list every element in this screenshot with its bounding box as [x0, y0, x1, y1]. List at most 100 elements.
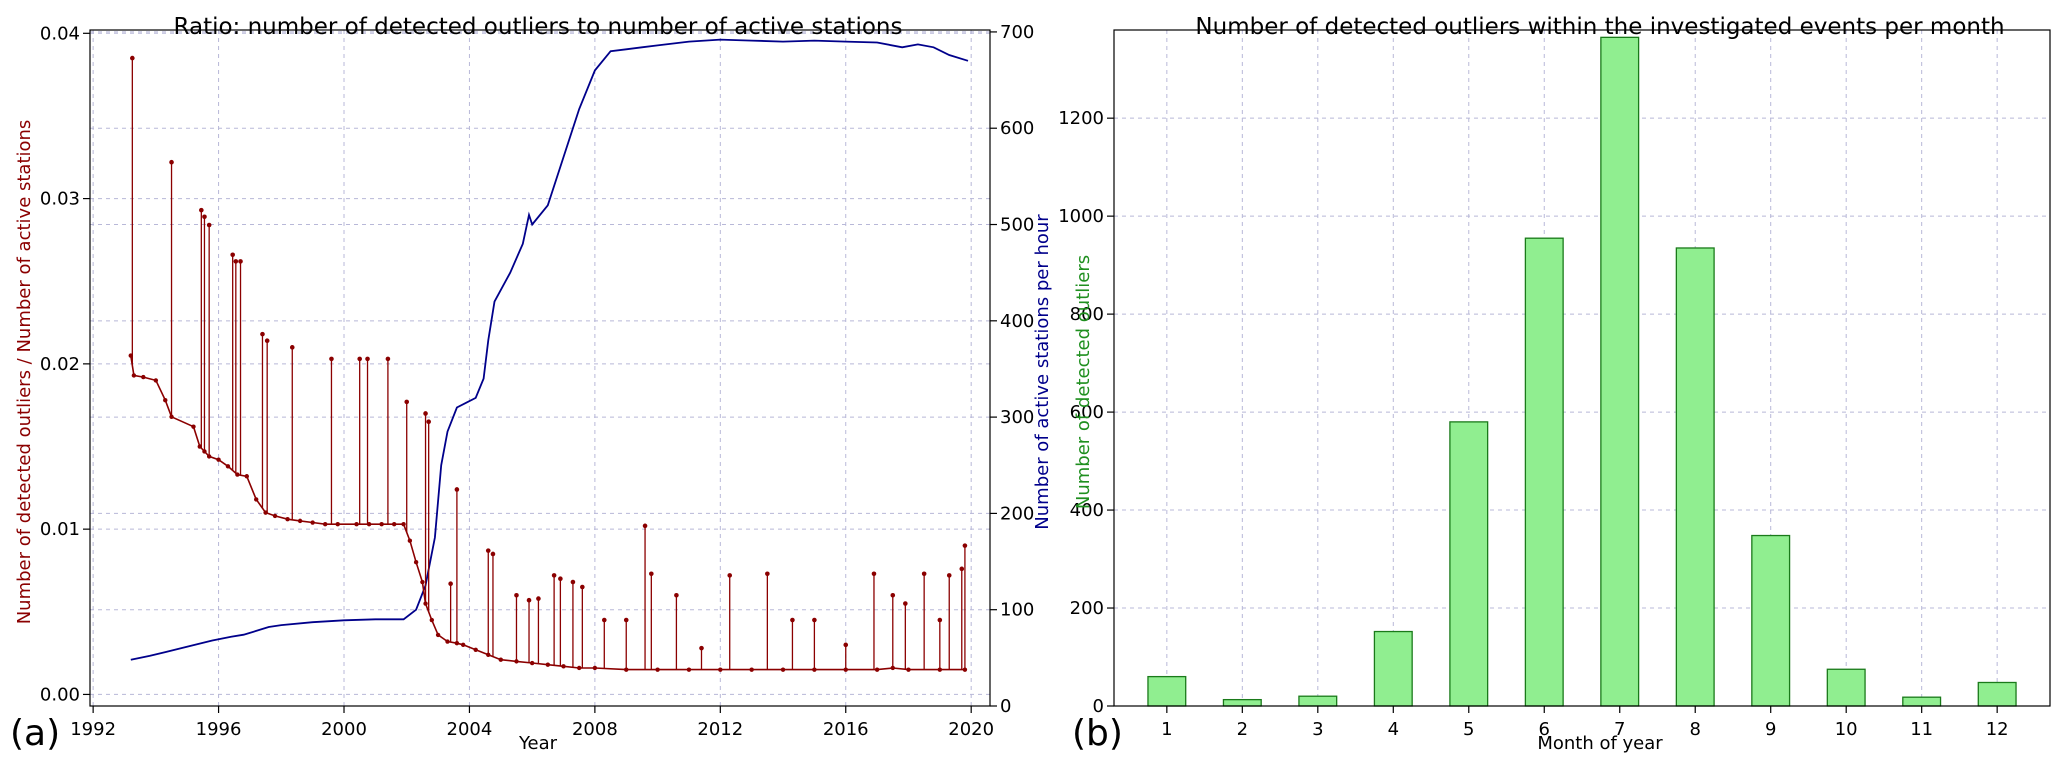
panel-b-plot-frame	[1113, 29, 2051, 707]
panel-b-bar	[1826, 668, 1866, 707]
panel-a-y2-tick-label: 500	[1000, 215, 1034, 236]
panel-b-x-tick-label: 2	[1237, 719, 1248, 740]
panel-a-ratio-point	[686, 667, 692, 672]
panel-a-ratio-spike-point	[551, 573, 557, 578]
panel-a-ratio-point	[445, 639, 450, 644]
panel-a-x-tick-label: 2016	[823, 719, 869, 740]
panel-a-x-tick-label: 1992	[70, 719, 116, 740]
panel-a-ratio-spike-point	[843, 642, 849, 648]
panel-a-ratio-point	[545, 662, 551, 667]
panel-a-ratio-point	[244, 474, 249, 479]
panel-a-right-y-axis-label: Number of active stations per hour	[1032, 214, 1053, 530]
panel-b-x-axis-label: Month of year	[1537, 733, 1663, 754]
panel-a-ratio-spike-point	[674, 592, 679, 598]
panel-a-grid	[90, 30, 990, 707]
panel-a-ratio-point	[191, 424, 196, 429]
panel-a-ratio-spike-point	[937, 617, 943, 623]
panel-a-ratio-point	[163, 398, 168, 403]
panel-a-title: Ratio: number of detected outliers to nu…	[174, 14, 903, 40]
panel-b-y-tick-label: 1000	[1058, 206, 1104, 227]
panel-a-ratio-point	[285, 517, 290, 522]
panel-a-ratio-spike-point	[812, 617, 817, 623]
panel-b-x-tick-label: 12	[1986, 719, 2009, 740]
panel-a-series	[128, 38, 969, 672]
panel-a-ratio-point	[153, 378, 159, 383]
panel-a-ratio-spike-point	[404, 399, 410, 405]
panel-a-x-tick-label: 2008	[572, 719, 618, 740]
panel-a-y2-tick-label: 400	[1000, 311, 1034, 332]
panel-b-bar	[1222, 698, 1262, 707]
panel-a-x-tick-label: 2004	[447, 719, 493, 740]
panel-a-ratio-spike-point	[485, 548, 491, 553]
panel-a-plot-frame	[89, 29, 991, 707]
panel-b-bar	[1147, 675, 1187, 707]
panel-a-y-tick-label: 0.01	[40, 519, 80, 540]
panel-a-ratio-line	[130, 355, 965, 671]
panel-a-stations-line	[130, 38, 969, 661]
panel-a-ratio-spike-point	[921, 571, 927, 577]
panel-a-ratio-spike-point	[871, 571, 877, 577]
panel-a-ratio-point	[420, 579, 425, 585]
panel-a-ratio-point	[335, 521, 340, 527]
panel-a-ratio-point	[310, 520, 315, 525]
panel-a-ratio-spike-point	[454, 487, 460, 492]
panel-a-ratio-point	[749, 667, 754, 672]
panel-a-ratio-spike-point	[962, 543, 968, 548]
panel-b-bars	[1147, 36, 2017, 707]
panel-b-x-tick-label: 6	[1539, 719, 1550, 740]
panel-a-ratio-point	[429, 617, 435, 623]
panel-a-ratio-point	[297, 518, 303, 524]
panel-b-y-tick-label: 0	[1093, 696, 1104, 717]
panel-b-x-tick-label: 7	[1614, 719, 1625, 740]
panel-a-ratio-spike-point	[423, 411, 428, 416]
panel-a-ratio-spike-point	[426, 419, 431, 425]
panel-a-ratio-spike-point	[890, 592, 896, 598]
panel-a-ratio-spike-point	[199, 207, 204, 213]
panel-a-ratio-spike-point	[526, 597, 532, 603]
panel-a-ratio-spike-point	[765, 571, 770, 577]
panel-b-x-tick-label: 9	[1765, 719, 1776, 740]
panel-a-y2-tick-label: 300	[1000, 407, 1034, 428]
panel-a-ratio-point	[780, 667, 786, 672]
panel-a-ratio-spike-point	[329, 356, 334, 362]
panel-a-ratio-spike-point	[169, 159, 174, 165]
panel-a-ratio-spike-point	[946, 573, 952, 578]
panel-b-bar	[1977, 681, 2017, 707]
panel-a-ratio-spike-point	[490, 551, 496, 557]
panel-a-ratio-point	[413, 560, 419, 565]
panel-a-ratio-point	[874, 667, 880, 672]
panel-b-x-tick-label: 3	[1312, 719, 1323, 740]
panel-b-x-tick-label: 10	[1835, 719, 1858, 740]
panel-a-ratio-spike-point	[959, 566, 965, 572]
panel-a-ratio-spike-point	[264, 338, 270, 344]
panel-b-title: Number of detected outliers within the i…	[1195, 14, 2004, 40]
panel-b-bar	[1298, 695, 1338, 707]
panel-a-ratio-point	[473, 647, 478, 653]
panel-b-y-tick-label: 400	[1070, 500, 1104, 521]
panel-a-ratio-spike-point	[260, 331, 265, 337]
panel-a-ratio-point	[354, 521, 359, 527]
panel-a-ratio-spike-point	[649, 571, 654, 577]
panel-a-ratio-point	[718, 667, 723, 672]
panel-a-ratio-point	[322, 521, 328, 527]
panel-a-ticks: 1992 1996 2000 2004 2008 2012 2016 20200.000.01…	[40, 22, 1034, 740]
panel-a-x-tick-label: 2000	[321, 719, 367, 740]
panel-a-ratio-point	[391, 521, 397, 527]
panel-a-ratio-spike-point	[448, 581, 453, 586]
panel-a-left-y-axis-label: Number of detected outliers / Number of …	[14, 120, 35, 625]
panel-a-ratio-point	[216, 457, 221, 462]
panel-a-y2-tick-label: 100	[1000, 600, 1034, 621]
panel-b-grid	[1114, 30, 2050, 707]
panel-b-y-tick-label: 1200	[1058, 108, 1104, 129]
panel-b-bar	[1600, 36, 1640, 707]
panel-b-letter: (b)	[1072, 713, 1123, 754]
panel-a-ratio-spike-point	[289, 345, 295, 350]
panel-a-ratio-point	[460, 642, 466, 648]
panel-b-x-tick-label: 8	[1689, 719, 1700, 740]
panel-a-ratio-spike-point	[642, 523, 648, 529]
panel-a-ratio-spike-point	[623, 617, 629, 623]
panel-a-ratio-spike-point	[699, 645, 704, 651]
panel-a-ratio-point	[131, 373, 137, 378]
panel-a-ratio-point	[592, 665, 598, 671]
